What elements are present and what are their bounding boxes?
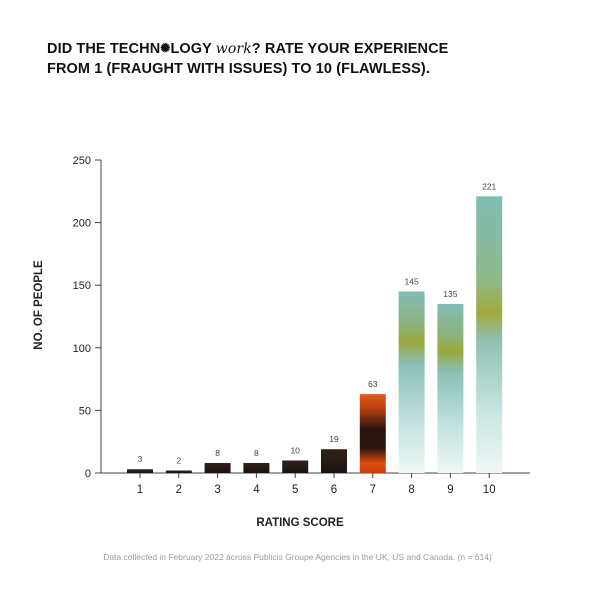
bar [321, 449, 347, 473]
x-tick-label: 5 [292, 484, 298, 496]
data-label: 10 [290, 445, 300, 455]
data-label: 221 [482, 181, 496, 191]
bar [398, 291, 425, 473]
y-tick-label: 100 [73, 343, 91, 355]
data-label: 63 [368, 379, 378, 389]
data-label: 2 [176, 455, 181, 465]
bar [243, 462, 270, 473]
x-tick-label: 8 [408, 484, 414, 496]
data-label: 8 [254, 448, 259, 458]
x-tick-label: 9 [447, 484, 453, 496]
x-tick-label: 2 [176, 484, 182, 496]
bar [359, 394, 386, 473]
chart-title-line-1: DID THE TECHN✺LOGY work? RATE YOUR EXPER… [47, 38, 567, 59]
y-tick-label: 150 [73, 280, 91, 292]
y-axis: 0 50 100 150 200 250 [73, 155, 102, 480]
title-text-part-2: LOGY [170, 41, 216, 57]
data-label: 145 [405, 276, 419, 286]
x-tick-label: 10 [483, 484, 496, 496]
x-tick-label: 6 [331, 484, 337, 496]
data-label: 3 [138, 454, 143, 464]
x-tick-label: 1 [137, 484, 143, 496]
y-tick-label: 0 [85, 468, 91, 480]
footnote: Data collected in February 2022 across P… [103, 552, 492, 562]
data-label: 19 [329, 434, 339, 444]
sunburst-icon: ✺ [160, 41, 171, 55]
bar [165, 470, 192, 473]
bar [127, 469, 153, 473]
value-labels: 3 2 8 8 10 19 63 145 135 221 [138, 181, 497, 465]
x-axis: 1 2 3 4 5 6 7 8 9 10 [101, 472, 530, 496]
y-axis-label: NO. OF PEOPLE [33, 260, 45, 350]
bar [437, 303, 464, 473]
x-tick-label: 4 [253, 484, 260, 496]
x-tick-label: 3 [214, 484, 220, 496]
y-tick-label: 200 [73, 218, 91, 230]
bar [476, 196, 503, 474]
chart-title: DID THE TECHN✺LOGY work? RATE YOUR EXPER… [47, 38, 567, 79]
chart-title-line-2: FROM 1 (FRAUGHT WITH ISSUES) TO 10 (FLAW… [47, 61, 430, 77]
title-text-part-3: ? RATE YOUR EXPERIENCE [251, 41, 449, 57]
x-tick-label: 7 [370, 484, 376, 496]
y-tick-label: 50 [79, 405, 91, 417]
data-label: 135 [443, 289, 457, 299]
bar [204, 462, 231, 473]
x-axis-label: RATING SCORE [256, 517, 344, 529]
data-label: 8 [215, 448, 220, 458]
title-text-part-1: DID THE TECHN [47, 41, 161, 57]
bars [127, 196, 503, 474]
title-italic-word: work [215, 41, 252, 57]
bar [282, 460, 309, 473]
y-tick-label: 250 [73, 155, 91, 167]
